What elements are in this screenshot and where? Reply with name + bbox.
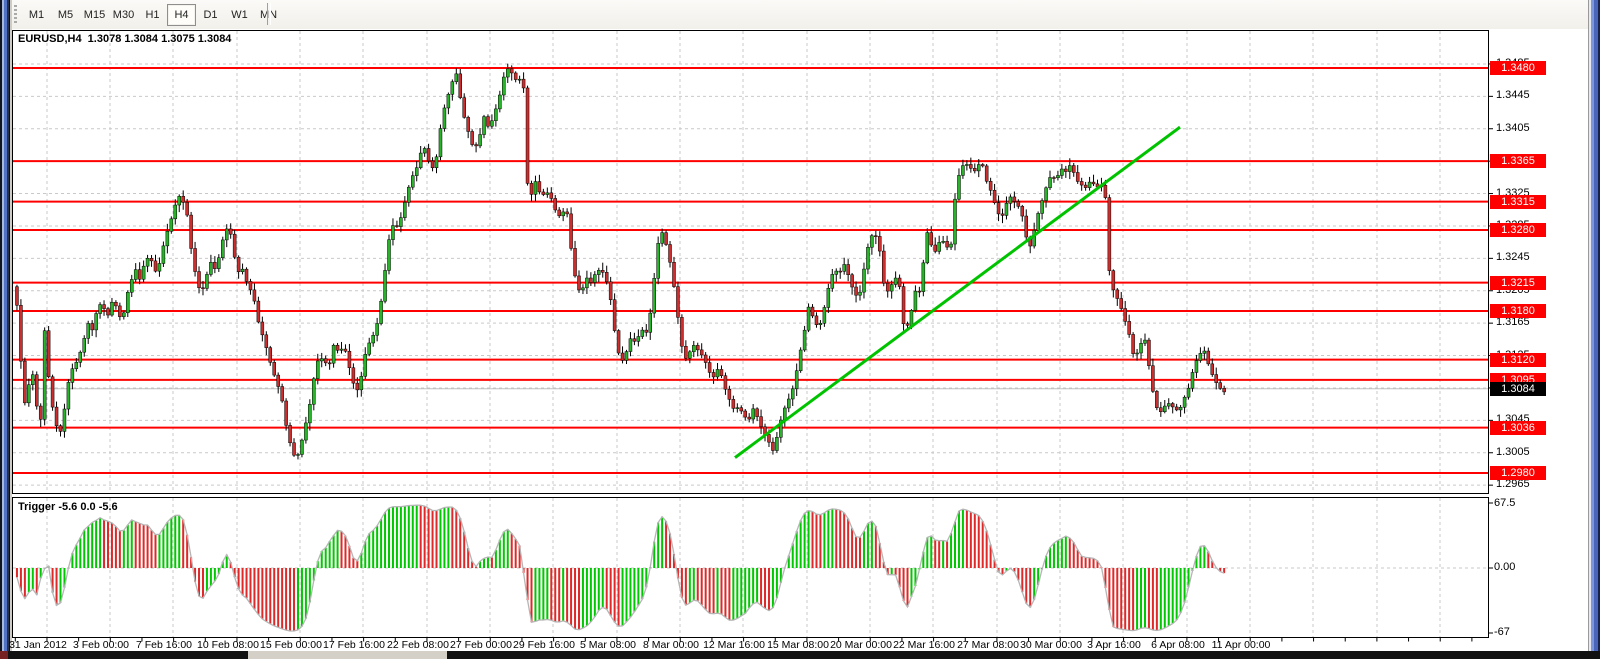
timeframe-button-m15[interactable]: M15 [83, 9, 106, 21]
chart-title: EURUSD,H4 1.3078 1.3084 1.3075 1.3084 [18, 33, 232, 45]
timeframe-button-h1[interactable]: H1 [145, 9, 160, 21]
indicator-scale-max: 67.5 [1494, 497, 1516, 509]
bottom-taskbar-strip [0, 651, 1600, 659]
sr-price-label: 1.3280 [1490, 223, 1546, 237]
time-tick-label: 5 Mar 08:00 [579, 639, 637, 651]
sr-price-label: 1.3365 [1490, 154, 1546, 169]
price-tick-label: 1.3405 [1496, 121, 1530, 134]
time-tick-label: 15 Feb 00:00 [260, 639, 322, 651]
timeframe-button-m5[interactable]: M5 [57, 9, 74, 21]
price-tick-label: 1.3445 [1496, 89, 1530, 102]
sr-price-label: 1.2980 [1490, 466, 1546, 480]
time-tick-label: 12 Mar 16:00 [703, 639, 765, 651]
time-tick-label: 7 Feb 16:00 [135, 639, 193, 651]
indicator-scale-min: -67 [1494, 626, 1510, 638]
timeframe-buttons: M1 M5 M15 M30 H1 H4 D1 W1 MN [22, 4, 283, 26]
current-price-label: 1.3084 [1490, 381, 1546, 396]
indicator-scale-zero: 0.00 [1494, 561, 1516, 573]
time-tick-label: 10 Feb 08:00 [197, 639, 259, 651]
time-tick-label: 31 Jan 2012 [9, 639, 67, 651]
timeframe-button-w1[interactable]: W1 [231, 9, 248, 21]
time-tick-label: 30 Mar 00:00 [1020, 639, 1082, 651]
left-window-edge [0, 0, 12, 659]
time-tick-label: 29 Feb 16:00 [513, 639, 575, 651]
indicator-title: Trigger -5.6 0.0 -5.6 [18, 501, 118, 513]
time-tick-label: 3 Apr 16:00 [1087, 639, 1141, 651]
taskbar-segment-1 [8, 651, 248, 659]
time-tick-label: 11 Apr 00:00 [1211, 639, 1271, 651]
sr-price-label: 1.3120 [1490, 352, 1546, 367]
price-tick-label: 1.2965 [1496, 478, 1530, 491]
time-tick-label: 3 Feb 00:00 [72, 639, 130, 651]
toolbar-separator [267, 3, 271, 25]
sr-price-label: 1.3036 [1490, 420, 1546, 435]
time-tick-label: 8 Mar 00:00 [642, 639, 700, 651]
price-tick-label: 1.3165 [1496, 316, 1530, 329]
time-tick-label: 27 Mar 08:00 [957, 639, 1019, 651]
time-tick-label: 22 Feb 08:00 [387, 639, 449, 651]
right-window-edge[interactable] [1588, 0, 1600, 659]
time-tick-label: 15 Mar 08:00 [767, 639, 829, 651]
sr-price-label: 1.3315 [1490, 194, 1546, 209]
sr-price-label: 1.3180 [1490, 304, 1546, 318]
price-tick-label: 1.3245 [1496, 251, 1530, 264]
toolbar-grip-handle[interactable] [14, 5, 17, 24]
timeframe-toolbar: M1 M5 M15 M30 H1 H4 D1 W1 MN [12, 0, 1588, 30]
time-tick-label: 20 Mar 00:00 [830, 639, 892, 651]
time-tick-label: 22 Mar 16:00 [893, 639, 955, 651]
taskbar-segment-3 [447, 651, 1600, 659]
taskbar-segment-2 [248, 651, 447, 659]
time-tick-label: 27 Feb 00:00 [450, 639, 512, 651]
price-tick-label: 1.3005 [1496, 445, 1530, 458]
timeframe-button-m1[interactable]: M1 [28, 9, 45, 21]
sr-price-label: 1.3480 [1490, 61, 1546, 75]
sr-price-label: 1.3215 [1490, 275, 1546, 290]
time-tick-label: 6 Apr 08:00 [1151, 639, 1205, 651]
timeframe-button-h4[interactable]: H4 [167, 4, 196, 26]
taskbar-segment-0 [0, 651, 8, 659]
timeframe-button-m30[interactable]: M30 [112, 9, 135, 21]
timeframe-button-mn[interactable]: MN [259, 9, 278, 21]
time-tick-label: 17 Feb 16:00 [323, 639, 385, 651]
timeframe-button-d1[interactable]: D1 [203, 9, 218, 21]
